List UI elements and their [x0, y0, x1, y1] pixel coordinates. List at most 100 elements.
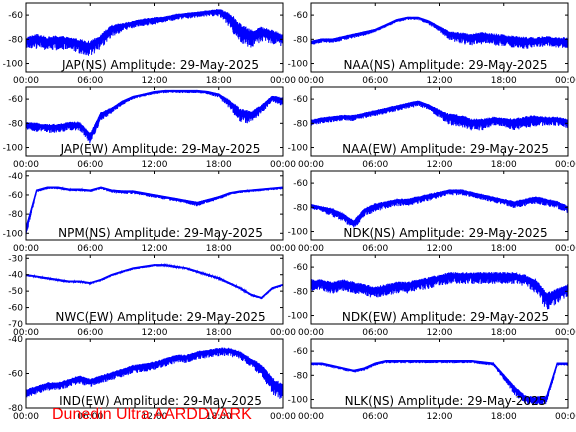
chart-title: NLK(NS) Amplitude: 29-May-2025	[345, 394, 547, 408]
x-tick-label: 12:00	[142, 328, 168, 338]
x-tick-label: 00:00	[13, 412, 39, 422]
x-tick-label: 18:00	[206, 328, 232, 338]
data-point	[524, 199, 526, 201]
data-point	[228, 348, 231, 350]
data-point	[207, 274, 209, 276]
data-point	[175, 355, 177, 357]
y-tick-label: -60	[8, 304, 23, 314]
data-point	[57, 37, 59, 39]
data-point	[460, 189, 462, 191]
x-tick-label: 00:00	[298, 160, 324, 170]
data-point	[428, 104, 430, 106]
chart-panel: 00:00 06:00 12:00 18:00 00:00 -60 -80 -100 NDK(E…	[288, 254, 576, 338]
data-point	[68, 38, 70, 40]
data-point	[417, 16, 419, 19]
data-point	[321, 117, 323, 120]
data-point	[556, 362, 558, 364]
y-tick-label: -80	[293, 287, 308, 297]
data-point	[68, 280, 70, 282]
data-point	[186, 90, 188, 92]
x-tick-label: 00:00	[270, 328, 296, 338]
data-point	[57, 186, 59, 188]
x-tick-label: 12:00	[427, 76, 453, 86]
data-point	[503, 199, 505, 201]
x-tick-label: 00:00	[555, 244, 576, 254]
data-point	[207, 350, 209, 352]
y-tick-label: -80	[293, 119, 308, 129]
y-tick-label: -70	[8, 320, 23, 330]
data-point	[175, 14, 177, 16]
data-point	[363, 31, 366, 33]
data-point	[406, 103, 408, 105]
data-point	[111, 26, 113, 28]
data-point	[406, 283, 408, 285]
data-point	[535, 397, 537, 399]
y-tick-label: -80	[8, 404, 23, 414]
series-trace	[311, 189, 568, 228]
data-point	[556, 117, 558, 120]
data-point	[36, 386, 38, 388]
data-point	[78, 280, 81, 282]
data-point	[271, 31, 273, 33]
chart-panel: 00:00 06:00 12:00 18:00 00:00 -60 -80 -100 NAA(N…	[288, 2, 576, 86]
data-point	[78, 188, 81, 190]
data-point	[492, 362, 494, 364]
x-tick-label: 06:00	[362, 412, 388, 422]
y-tick-label: -40	[8, 271, 23, 281]
data-point	[78, 122, 81, 124]
data-point	[271, 287, 273, 289]
data-point	[321, 362, 323, 364]
data-point	[239, 190, 241, 192]
x-tick-label: 00:00	[13, 328, 39, 338]
x-tick-label: 00:00	[13, 76, 39, 86]
data-point	[363, 285, 366, 288]
data-point	[57, 383, 59, 385]
data-point	[524, 276, 526, 278]
x-tick-label: 18:00	[491, 412, 517, 422]
data-point	[250, 113, 252, 115]
data-point	[556, 290, 558, 292]
data-point	[132, 366, 134, 368]
data-point	[331, 365, 334, 367]
data-point	[460, 273, 462, 275]
data-point	[417, 100, 419, 103]
data-point	[460, 116, 462, 118]
x-tick-label: 06:00	[362, 160, 388, 170]
x-tick-label: 00:00	[298, 76, 324, 86]
data-point	[471, 120, 473, 122]
data-point	[196, 352, 198, 354]
data-point	[481, 194, 483, 196]
data-point	[492, 197, 494, 199]
data-point	[471, 360, 473, 362]
x-tick-label: 00:00	[298, 328, 324, 338]
data-point	[260, 29, 263, 31]
data-point	[428, 360, 430, 362]
data-point	[342, 213, 344, 216]
data-point	[385, 108, 387, 110]
chart-title: NWC(EW) Amplitude: 29-May-2025	[55, 310, 265, 324]
x-tick-label: 06:00	[362, 76, 388, 86]
y-tick-label: -80	[8, 119, 23, 129]
data-point	[239, 26, 241, 28]
chart-panel: 00:00 06:00 12:00 18:00 00:00 -40 -60 -80 IND(EW…	[8, 335, 296, 422]
series-trace	[26, 89, 283, 144]
x-tick-label: 18:00	[206, 76, 232, 86]
data-point	[121, 24, 123, 26]
data-point	[417, 360, 419, 362]
data-point	[545, 199, 548, 201]
data-point	[89, 134, 91, 137]
data-point	[186, 355, 188, 357]
data-point	[545, 396, 548, 398]
data-point	[153, 264, 156, 266]
y-tick-label: -40	[8, 335, 23, 345]
y-tick-label: -100	[3, 60, 24, 70]
x-tick-label: 12:00	[427, 328, 453, 338]
x-tick-label: 18:00	[206, 160, 232, 170]
data-point	[353, 33, 355, 36]
y-tick-label: -30	[8, 254, 23, 264]
trace-noise	[311, 189, 568, 228]
data-point	[545, 295, 548, 297]
y-tick-label: -60	[293, 95, 308, 105]
x-tick-label: 00:00	[298, 244, 324, 254]
data-point	[271, 96, 273, 98]
